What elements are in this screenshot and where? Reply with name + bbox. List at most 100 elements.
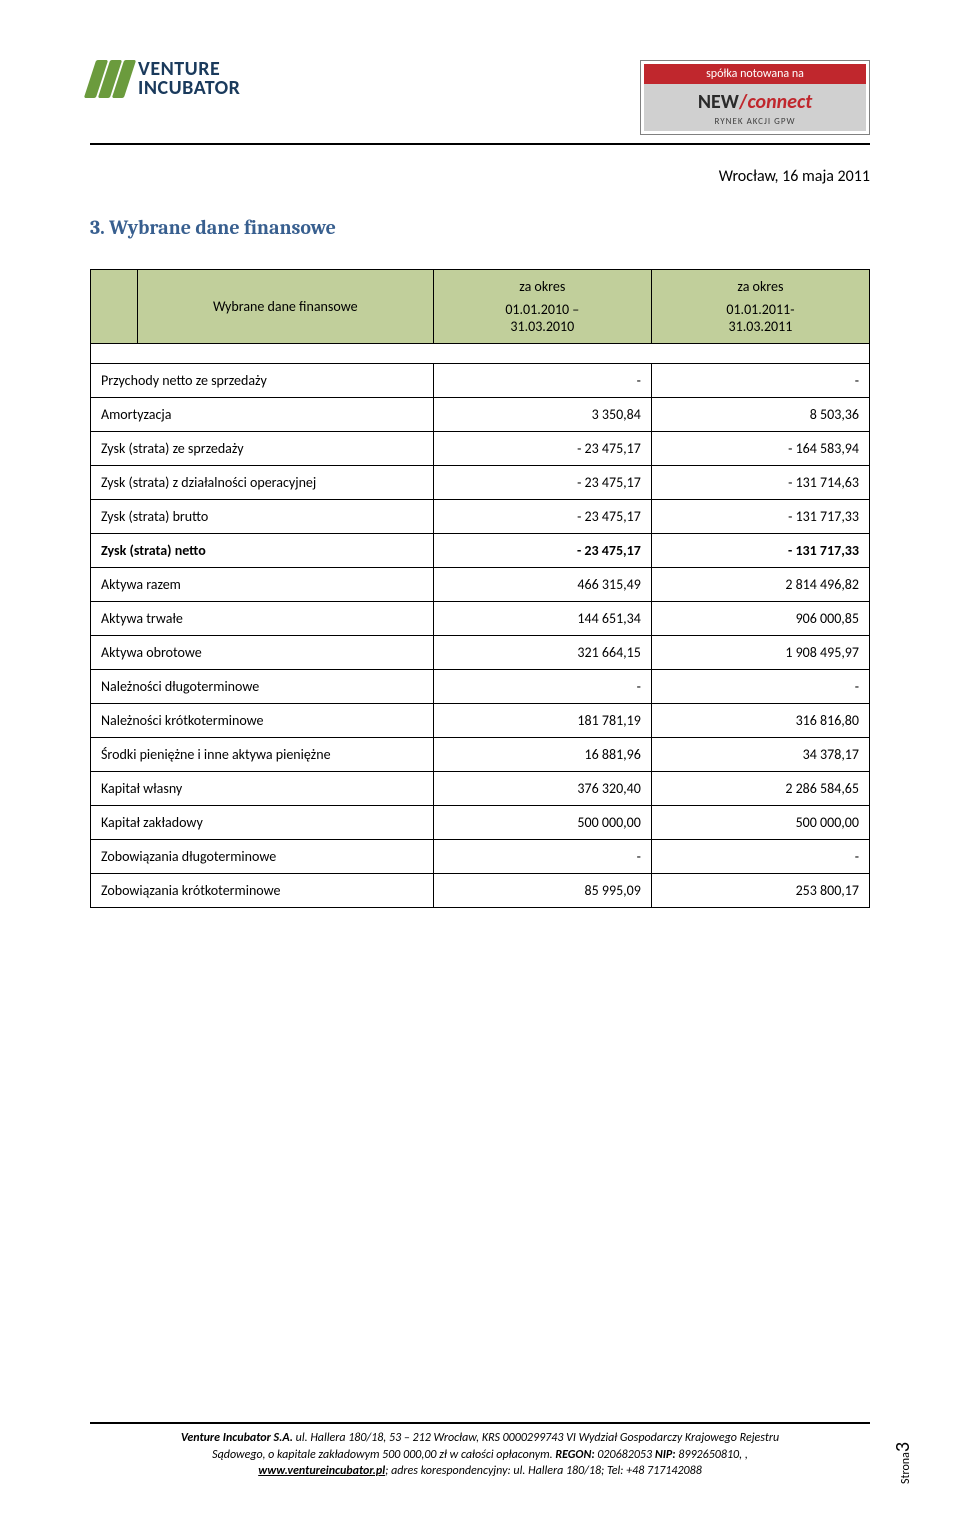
newconnect-badge: spółka notowana na NEW/connect RYNEK AKC… <box>640 60 870 135</box>
table-row: Kapitał zakładowy500 000,00500 000,00 <box>91 806 870 840</box>
row-value-2: - <box>651 840 869 874</box>
th-period-1-l1: 01.01.2010 – <box>444 301 641 318</box>
row-label: Aktywa trwałe <box>91 602 434 636</box>
row-label: Należności krótkoterminowe <box>91 704 434 738</box>
row-value-1: 376 320,40 <box>433 772 651 806</box>
row-value-1: - 23 475,17 <box>433 500 651 534</box>
row-value-1: - 23 475,17 <box>433 466 651 500</box>
financial-table: Wybrane dane finansowe za okres 01.01.20… <box>90 269 870 908</box>
table-row: Zysk (strata) netto- 23 475,17- 131 717,… <box>91 534 870 568</box>
table-row: Zysk (strata) brutto- 23 475,17- 131 717… <box>91 500 870 534</box>
table-row: Kapitał własny376 320,402 286 584,65 <box>91 772 870 806</box>
row-value-2: 253 800,17 <box>651 874 869 908</box>
section-title: 3. Wybrane dane finansowe <box>90 216 870 239</box>
footer-l3: ; adres korespondencyjny: ul. Hallera 18… <box>385 1464 702 1478</box>
row-label: Zysk (strata) z działalności operacyjnej <box>91 466 434 500</box>
row-label: Należności długoterminowe <box>91 670 434 704</box>
table-row: Zysk (strata) z działalności operacyjnej… <box>91 466 870 500</box>
row-value-2: 2 286 584,65 <box>651 772 869 806</box>
row-label: Kapitał zakładowy <box>91 806 434 840</box>
row-value-2: - 164 583,94 <box>651 432 869 466</box>
th-period-1: za okres 01.01.2010 – 31.03.2010 <box>433 270 651 344</box>
table-row: Aktywa razem466 315,492 814 496,82 <box>91 568 870 602</box>
row-value-1: - 23 475,17 <box>433 534 651 568</box>
row-value-1: 321 664,15 <box>433 636 651 670</box>
th-period-2: za okres 01.01.2011- 31.03.2011 <box>651 270 869 344</box>
row-value-2: - 131 717,33 <box>651 500 869 534</box>
row-value-1: - <box>433 364 651 398</box>
th-period-1-label: za okres <box>444 278 641 295</box>
footer-rule <box>90 1422 870 1424</box>
row-value-2: 906 000,85 <box>651 602 869 636</box>
document-date: Wrocław, 16 maja 2011 <box>90 167 870 186</box>
row-label: Zobowiązania krótkoterminowe <box>91 874 434 908</box>
table-row: Środki pieniężne i inne aktywa pieniężne… <box>91 738 870 772</box>
footer-company: Venture Incubator S.A. <box>181 1431 293 1445</box>
page-footer: Venture Incubator S.A. ul. Hallera 180/1… <box>90 1422 870 1479</box>
table-row: Aktywa obrotowe321 664,151 908 495,97 <box>91 636 870 670</box>
row-label: Zysk (strata) brutto <box>91 500 434 534</box>
row-value-2: - 131 717,33 <box>651 534 869 568</box>
table-row: Aktywa trwałe144 651,34906 000,85 <box>91 602 870 636</box>
table-row: Zobowiązania długoterminowe-- <box>91 840 870 874</box>
footer-regon-label: REGON: <box>555 1448 594 1462</box>
row-value-1: 466 315,49 <box>433 568 651 602</box>
table-row: Przychody netto ze sprzedaży-- <box>91 364 870 398</box>
logo-text-2: INCUBATOR <box>138 79 240 98</box>
row-label: Środki pieniężne i inne aktywa pieniężne <box>91 738 434 772</box>
row-label: Aktywa obrotowe <box>91 636 434 670</box>
row-value-2: 316 816,80 <box>651 704 869 738</box>
th-label: Wybrane dane finansowe <box>137 270 433 344</box>
row-label: Amortyzacja <box>91 398 434 432</box>
badge-mid-right: connect <box>747 90 812 114</box>
row-label: Przychody netto ze sprzedaży <box>91 364 434 398</box>
row-label: Zobowiązania długoterminowe <box>91 840 434 874</box>
footer-regon: 020682053 <box>595 1448 655 1462</box>
th-period-2-label: za okres <box>662 278 859 295</box>
row-value-1: 144 651,34 <box>433 602 651 636</box>
page-label: Strona <box>899 1452 913 1484</box>
row-value-2: - <box>651 670 869 704</box>
row-value-2: 1 908 495,97 <box>651 636 869 670</box>
row-value-2: - <box>651 364 869 398</box>
row-value-2: - 131 714,63 <box>651 466 869 500</box>
th-empty <box>91 270 138 344</box>
row-label: Kapitał własny <box>91 772 434 806</box>
th-period-1-l2: 31.03.2010 <box>444 318 641 335</box>
row-value-1: - <box>433 840 651 874</box>
row-value-1: 500 000,00 <box>433 806 651 840</box>
page-number: Strona3 <box>891 1442 915 1484</box>
row-value-2: 2 814 496,82 <box>651 568 869 602</box>
page-num: 3 <box>891 1442 915 1452</box>
row-value-2: 500 000,00 <box>651 806 869 840</box>
row-value-1: 85 995,09 <box>433 874 651 908</box>
row-value-1: 181 781,19 <box>433 704 651 738</box>
row-label: Aktywa razem <box>91 568 434 602</box>
footer-link: www.ventureincubator.pl <box>258 1464 385 1478</box>
row-value-2: 34 378,17 <box>651 738 869 772</box>
table-row: Należności krótkoterminowe181 781,19316 … <box>91 704 870 738</box>
logo-bars-icon <box>90 60 130 98</box>
row-value-1: 16 881,96 <box>433 738 651 772</box>
spacer-row <box>91 344 870 364</box>
row-value-1: 3 350,84 <box>433 398 651 432</box>
footer-l2a: Sądowego, o kapitale zakładowym 500 000,… <box>212 1448 555 1462</box>
header-rule <box>90 143 870 145</box>
table-row: Należności długoterminowe-- <box>91 670 870 704</box>
badge-bot: RYNEK AKCJI GPW <box>644 116 866 131</box>
table-row: Zysk (strata) ze sprzedaży- 23 475,17- 1… <box>91 432 870 466</box>
row-value-2: 8 503,36 <box>651 398 869 432</box>
footer-l1: ul. Hallera 180/18, 53 – 212 Wrocław, KR… <box>293 1431 779 1445</box>
footer-text: Venture Incubator S.A. ul. Hallera 180/1… <box>90 1430 870 1479</box>
badge-mid: NEW/connect <box>644 84 866 116</box>
badge-top: spółka notowana na <box>644 64 866 84</box>
badge-mid-left: NEW <box>698 90 739 114</box>
th-period-2-l2: 31.03.2011 <box>662 318 859 335</box>
row-label: Zysk (strata) ze sprzedaży <box>91 432 434 466</box>
table-row: Zobowiązania krótkoterminowe85 995,09253… <box>91 874 870 908</box>
th-period-2-l1: 01.01.2011- <box>662 301 859 318</box>
footer-nip-label: NIP: <box>655 1448 676 1462</box>
table-row: Amortyzacja3 350,848 503,36 <box>91 398 870 432</box>
row-value-1: - 23 475,17 <box>433 432 651 466</box>
footer-nip: 8992650810, , <box>676 1448 748 1462</box>
